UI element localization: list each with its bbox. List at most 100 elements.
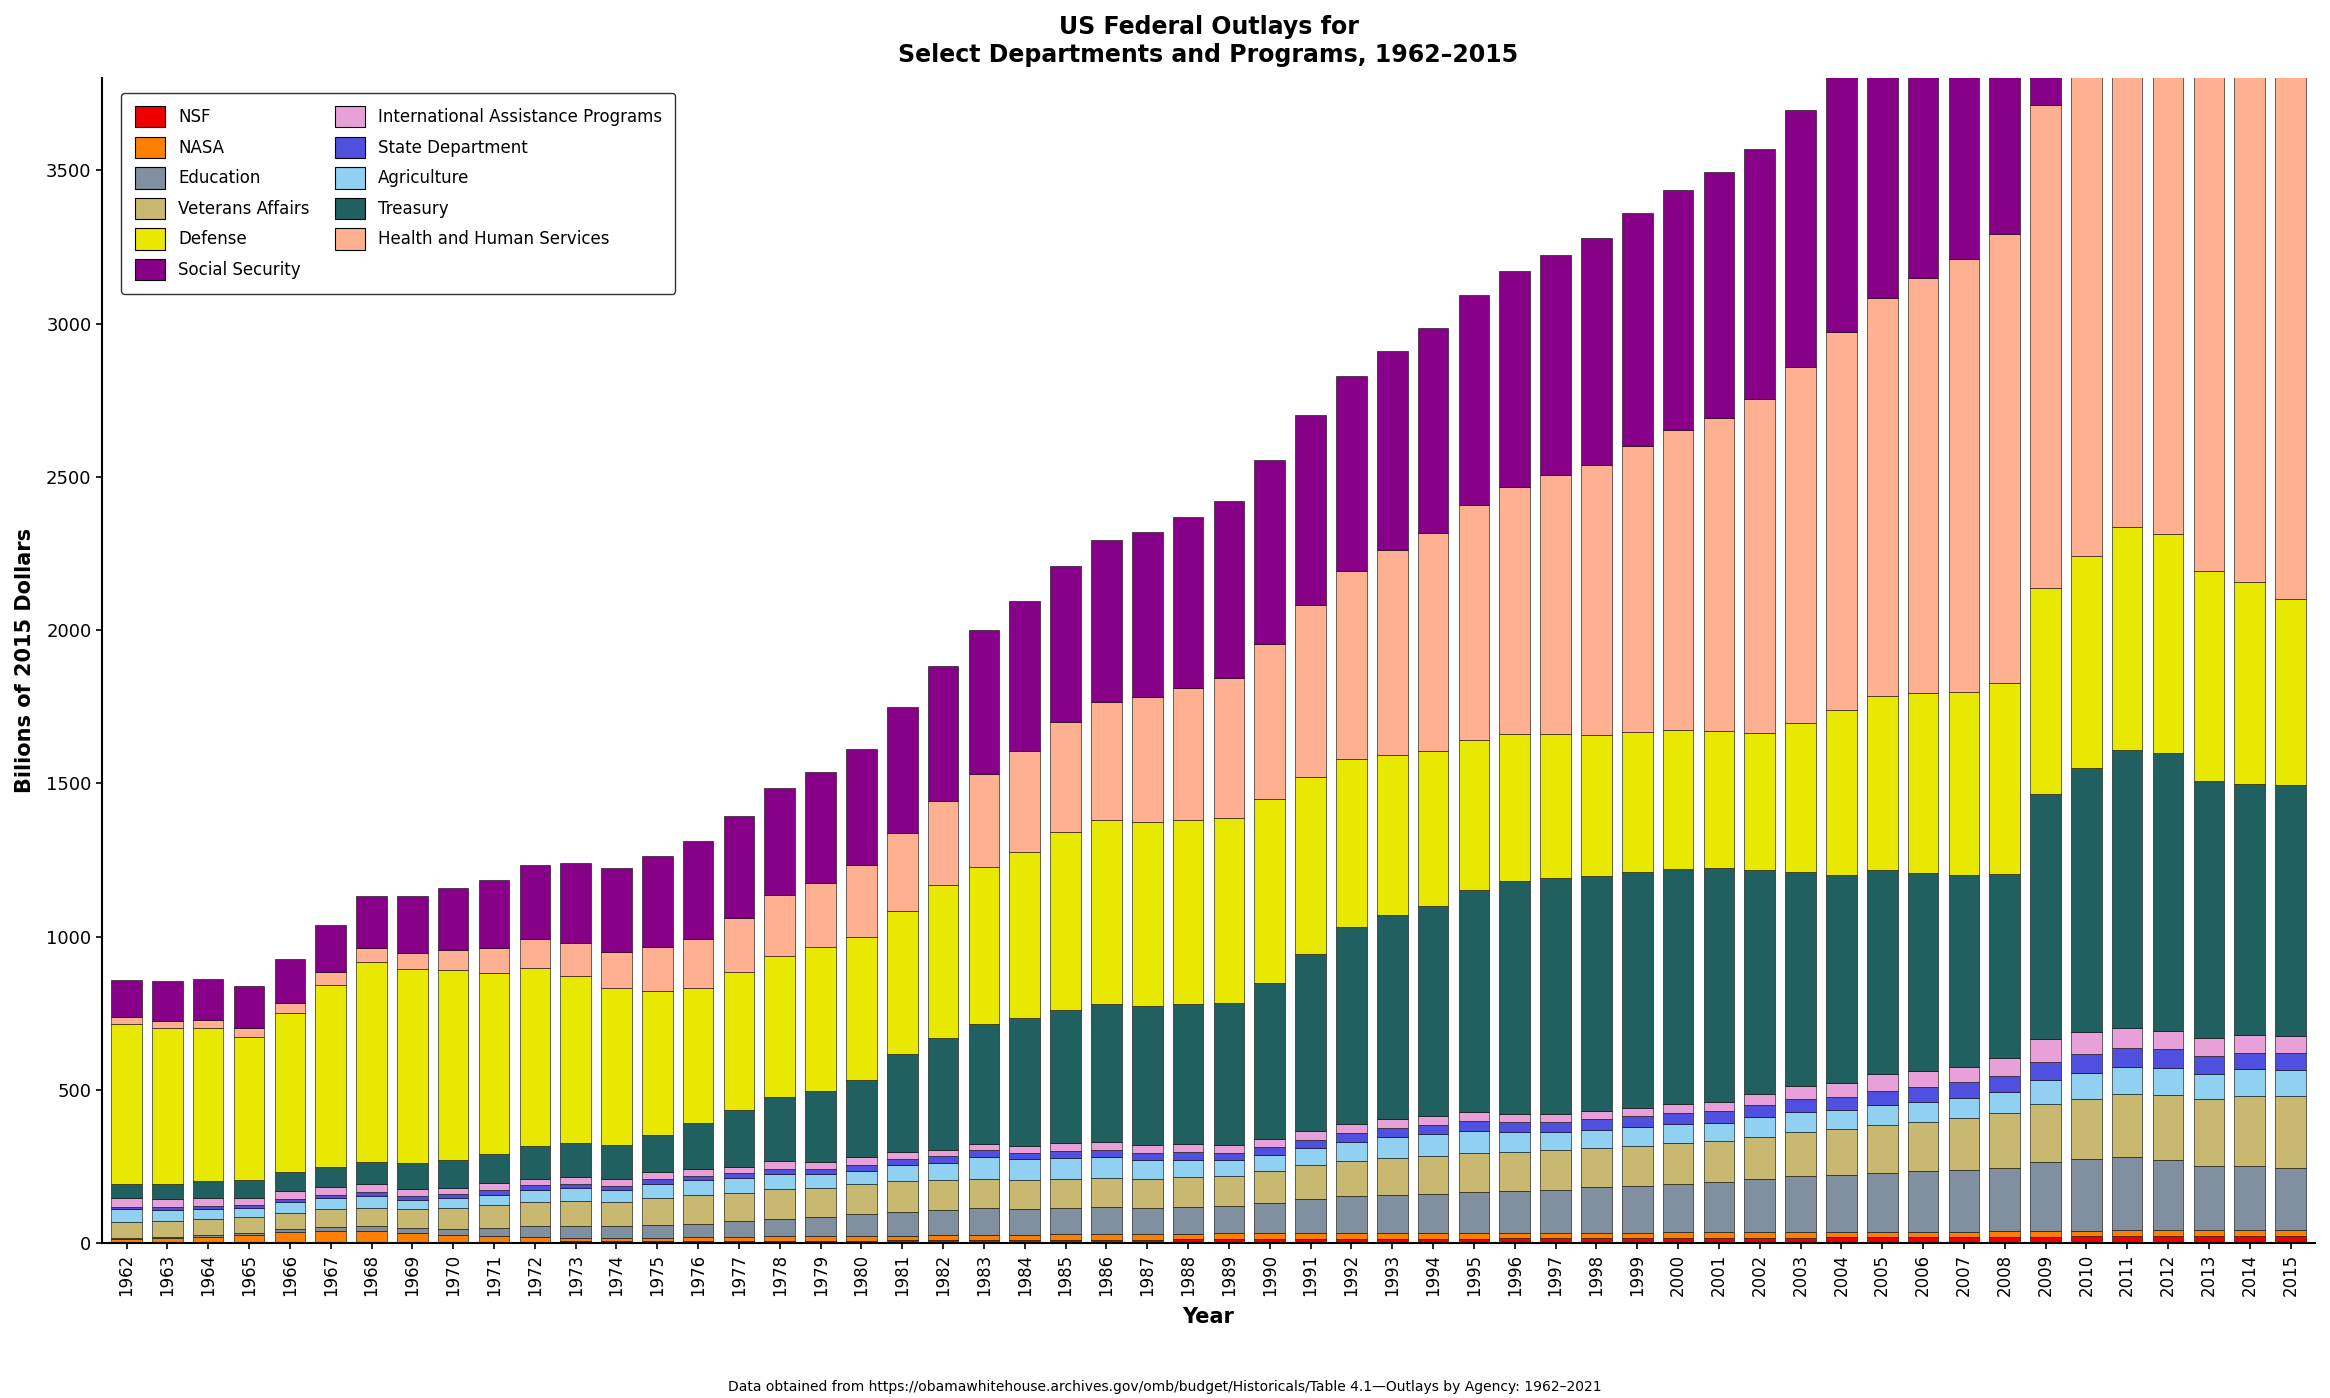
- Bar: [1254, 643, 1286, 800]
- Bar: [725, 1237, 755, 1241]
- Bar: [888, 1152, 918, 1159]
- Bar: [151, 1209, 182, 1220]
- Bar: [683, 988, 713, 1123]
- X-axis label: Year: Year: [1184, 1307, 1235, 1327]
- Bar: [1827, 710, 1857, 875]
- Bar: [1090, 1240, 1121, 1243]
- Bar: [1254, 1156, 1286, 1172]
- Bar: [764, 896, 795, 956]
- Bar: [683, 1223, 713, 1237]
- Bar: [846, 1215, 876, 1236]
- Bar: [438, 888, 468, 949]
- Bar: [643, 856, 673, 946]
- Bar: [2029, 1162, 2060, 1232]
- Bar: [601, 1190, 631, 1202]
- Bar: [396, 1233, 429, 1241]
- Bar: [969, 1144, 1000, 1151]
- Bar: [1785, 368, 1815, 723]
- Bar: [1051, 832, 1081, 1009]
- Bar: [233, 1180, 263, 1198]
- Bar: [1172, 1004, 1202, 1144]
- Bar: [1866, 24, 1897, 298]
- Bar: [1785, 1111, 1815, 1132]
- Bar: [1664, 1232, 1694, 1239]
- Bar: [2029, 105, 2060, 587]
- Bar: [1664, 730, 1694, 868]
- Bar: [396, 1195, 429, 1199]
- Bar: [233, 1028, 263, 1037]
- Bar: [1090, 541, 1121, 702]
- Bar: [2153, 1236, 2183, 1243]
- Bar: [112, 1239, 142, 1243]
- Bar: [1664, 1104, 1694, 1113]
- Bar: [1582, 875, 1612, 1111]
- Bar: [2071, 45, 2102, 556]
- Bar: [1948, 692, 1978, 875]
- Bar: [193, 1198, 224, 1206]
- Bar: [520, 1202, 550, 1226]
- Bar: [1622, 446, 1652, 733]
- Bar: [1417, 1116, 1449, 1125]
- Bar: [888, 1240, 918, 1243]
- Bar: [2193, 1055, 2225, 1074]
- Bar: [764, 1236, 795, 1241]
- Bar: [1377, 1158, 1407, 1195]
- Bar: [888, 1236, 918, 1240]
- Bar: [396, 1199, 429, 1209]
- Bar: [1009, 1153, 1039, 1159]
- Bar: [275, 1229, 305, 1232]
- Bar: [2111, 1068, 2144, 1095]
- Bar: [1827, 1097, 1857, 1110]
- Bar: [193, 1234, 224, 1237]
- Bar: [112, 1206, 142, 1209]
- Bar: [1745, 400, 1775, 734]
- Bar: [846, 1165, 876, 1170]
- Bar: [2071, 1072, 2102, 1099]
- Bar: [1051, 1179, 1081, 1208]
- Bar: [2274, 786, 2307, 1036]
- Bar: [1295, 415, 1326, 605]
- Bar: [1664, 1184, 1694, 1232]
- Bar: [846, 1240, 876, 1243]
- Bar: [1703, 1141, 1734, 1183]
- Bar: [846, 1158, 876, 1165]
- Bar: [1132, 698, 1163, 822]
- Bar: [2111, 1158, 2144, 1230]
- Bar: [1459, 1191, 1489, 1233]
- Bar: [1908, 1088, 1939, 1102]
- Bar: [1582, 1120, 1612, 1130]
- Bar: [1335, 1142, 1368, 1160]
- Bar: [1172, 1233, 1202, 1240]
- Bar: [1664, 1124, 1694, 1144]
- Bar: [1827, 66, 1857, 331]
- Bar: [1254, 1172, 1286, 1202]
- Bar: [1866, 1237, 1897, 1243]
- Bar: [315, 1187, 345, 1195]
- Bar: [559, 1188, 592, 1201]
- Bar: [888, 1054, 918, 1152]
- Bar: [725, 972, 755, 1110]
- Bar: [151, 1021, 182, 1028]
- Bar: [1745, 871, 1775, 1093]
- Bar: [1866, 1104, 1897, 1125]
- Bar: [2029, 1104, 2060, 1162]
- Bar: [806, 1169, 836, 1174]
- Bar: [1132, 1160, 1163, 1179]
- Bar: [233, 1198, 263, 1205]
- Bar: [520, 1179, 550, 1186]
- Bar: [1090, 1206, 1121, 1234]
- Bar: [2274, 0, 2307, 46]
- Bar: [112, 1184, 142, 1198]
- Bar: [1745, 1117, 1775, 1137]
- Bar: [846, 865, 876, 937]
- Bar: [725, 1192, 755, 1222]
- Bar: [275, 1002, 305, 1014]
- Bar: [1417, 906, 1449, 1116]
- Bar: [193, 1206, 224, 1209]
- Bar: [275, 1191, 305, 1198]
- Bar: [438, 1160, 468, 1187]
- Bar: [1214, 500, 1244, 678]
- Bar: [559, 1144, 592, 1177]
- Bar: [764, 788, 795, 896]
- Bar: [1214, 1145, 1244, 1152]
